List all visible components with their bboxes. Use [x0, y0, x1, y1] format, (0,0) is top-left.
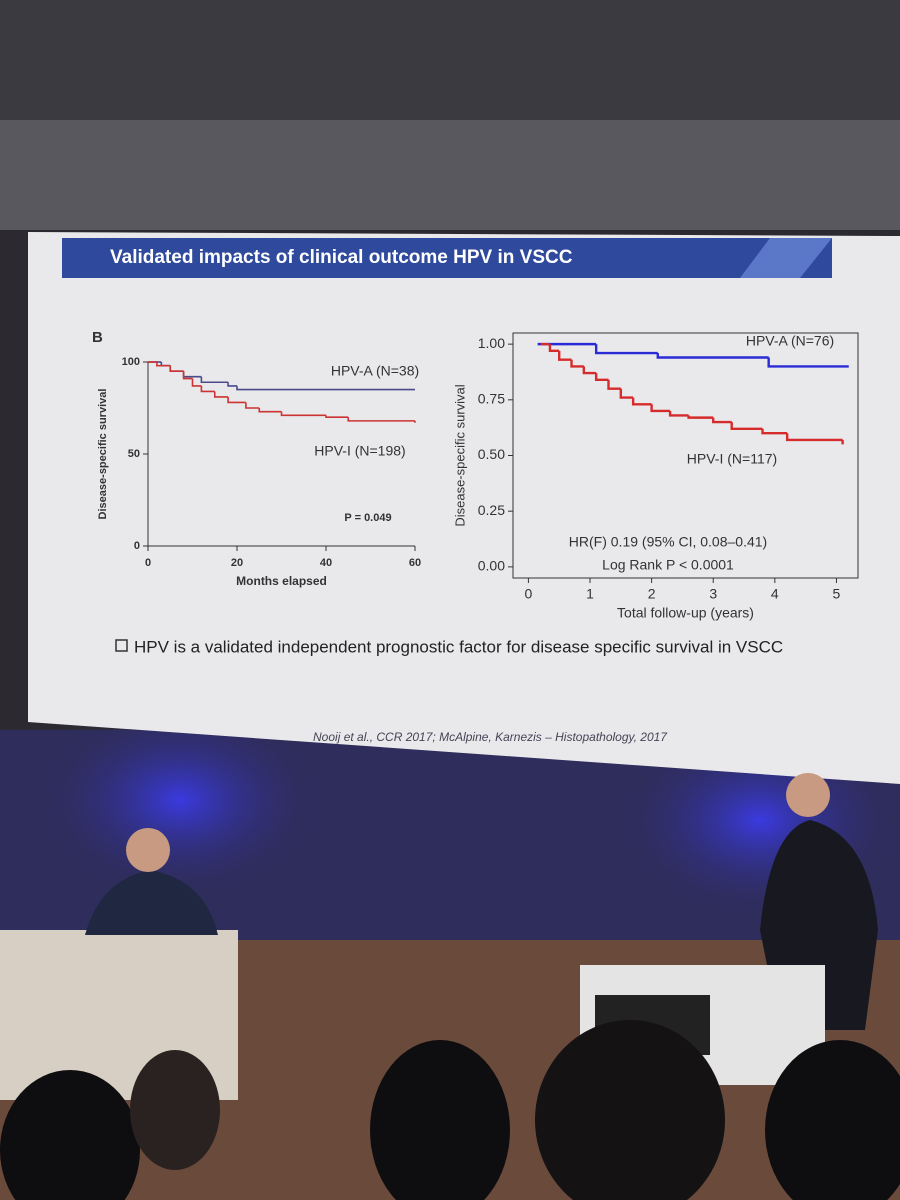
- survival-step: [656, 353, 769, 359]
- survival-step: [558, 350, 572, 361]
- survival-step: [767, 357, 849, 368]
- head: [126, 828, 170, 872]
- annotation: Log Rank P < 0.0001: [602, 557, 734, 573]
- slide-title: Validated impacts of clinical outcome HP…: [110, 247, 573, 268]
- survival-step: [761, 428, 788, 435]
- survival-step: [582, 366, 597, 375]
- ceiling-truss: [0, 0, 900, 120]
- survival-step: [594, 344, 658, 355]
- series-label: HPV-I (N=117): [687, 451, 777, 467]
- survival-step: [236, 385, 415, 391]
- survival-step: [607, 379, 621, 390]
- audience-head: [370, 1040, 510, 1200]
- panel-label: B: [92, 329, 103, 346]
- survival-step: [227, 396, 246, 404]
- survival-step: [200, 376, 229, 384]
- y-tick-label: 0.75: [478, 391, 505, 407]
- survival-step: [182, 371, 193, 380]
- survival-step: [169, 365, 184, 372]
- blue-light: [20, 690, 340, 910]
- bullet-line-1: HPV is a validated independent prognosti…: [134, 637, 783, 656]
- survival-step: [156, 362, 171, 367]
- x-tick-label: 40: [320, 557, 332, 569]
- survival-step: [548, 344, 560, 353]
- survival-step: [687, 415, 714, 419]
- header-stripes: [740, 238, 832, 278]
- x-tick-label: 0: [525, 586, 533, 602]
- seated-person: [85, 870, 218, 935]
- y-axis-label: Disease-specific survival: [97, 389, 109, 520]
- y-axis-label: Disease-specific survival: [452, 384, 467, 526]
- survival-step: [619, 388, 634, 399]
- audience-head: [535, 1020, 725, 1200]
- x-axis-label: Months elapsed: [236, 574, 327, 588]
- slide-header: [62, 238, 832, 278]
- survival-step: [594, 373, 609, 381]
- projection-screen: [28, 232, 900, 784]
- audience-head: [130, 1050, 220, 1170]
- survival-step: [668, 410, 689, 417]
- survival-step: [712, 417, 732, 424]
- audience-head: [0, 1070, 140, 1200]
- y-tick-label: 1.00: [478, 335, 505, 351]
- audience-head: [765, 1040, 900, 1200]
- y-tick-label: 0: [134, 540, 140, 552]
- survival-step: [730, 422, 763, 430]
- bullet-box: [115, 639, 128, 652]
- survival-step: [631, 397, 652, 406]
- survival-step: [227, 382, 237, 387]
- survival-step: [245, 402, 260, 409]
- annotation: P = 0.049: [344, 512, 391, 524]
- x-tick-label: 60: [409, 557, 421, 569]
- series-label: HPV-A (N=38): [331, 363, 419, 379]
- x-tick-label: 2: [648, 586, 656, 602]
- y-tick-label: 0.50: [478, 446, 505, 462]
- y-tick-label: 0.00: [478, 558, 505, 574]
- survival-step: [785, 433, 843, 442]
- survival-step: [213, 391, 229, 398]
- x-tick-label: 3: [709, 586, 717, 602]
- y-tick-label: 0.25: [478, 502, 505, 518]
- survival-step: [258, 408, 282, 413]
- wall: [0, 120, 900, 230]
- y-tick-label: 50: [128, 448, 140, 460]
- x-tick-label: 0: [145, 557, 151, 569]
- x-tick-label: 4: [771, 586, 779, 602]
- head: [786, 773, 830, 817]
- series-label: HPV-A (N=76): [746, 333, 834, 349]
- citation: Nooij et al., CCR 2017; McAlpine, Karnez…: [313, 730, 668, 744]
- annotation: HR(F) 0.19 (95% CI, 0.08–0.41): [569, 534, 767, 550]
- survival-step: [191, 378, 202, 387]
- survival-step: [650, 404, 671, 413]
- survival-step: [280, 411, 326, 417]
- survival-step: [325, 415, 349, 418]
- y-tick-label: 100: [122, 356, 140, 368]
- survival-step: [347, 417, 415, 422]
- series-label: HPV-I (N=198): [314, 443, 405, 459]
- x-tick-label: 20: [231, 557, 243, 569]
- survival-step: [200, 385, 215, 393]
- x-tick-label: 5: [833, 586, 841, 602]
- survival-step: [570, 359, 584, 368]
- x-axis-label: Total follow-up (years): [617, 605, 754, 621]
- x-tick-label: 1: [586, 586, 594, 602]
